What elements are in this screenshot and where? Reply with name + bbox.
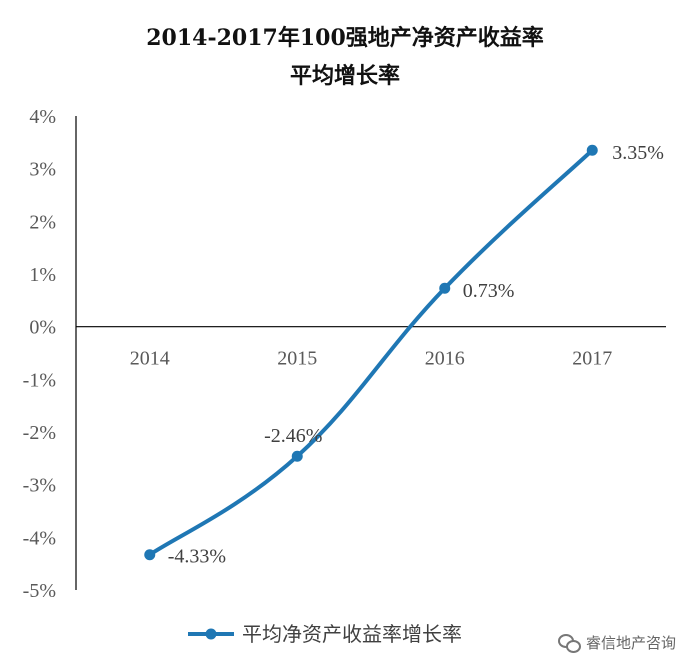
y-tick-label: 2% xyxy=(29,211,56,233)
data-point xyxy=(144,549,156,561)
y-tick-label: -3% xyxy=(23,475,56,497)
y-tick-label: -1% xyxy=(23,369,56,391)
y-tick-label: -5% xyxy=(23,580,56,602)
data-label: 0.73% xyxy=(463,280,515,302)
chart-subtitle: 平均增长率 xyxy=(289,63,400,89)
data-point xyxy=(586,144,598,156)
y-tick-label: 3% xyxy=(29,159,56,181)
data-label: -2.46% xyxy=(264,425,322,447)
wechat-icon xyxy=(557,633,581,653)
chart-title: 2014-2017年100强地产净资产收益率 xyxy=(146,25,544,51)
data-point xyxy=(291,450,303,462)
watermark: 睿信地产咨询 xyxy=(557,632,676,653)
y-tick-label: -2% xyxy=(23,422,56,444)
data-point xyxy=(439,282,451,294)
legend-label: 平均净资产收益率增长率 xyxy=(242,622,462,646)
series-line xyxy=(147,148,595,557)
legend-marker xyxy=(205,628,217,640)
y-tick-label: -4% xyxy=(23,527,56,549)
x-tick-label: 2015 xyxy=(277,348,317,370)
watermark-text: 睿信地产咨询 xyxy=(585,634,676,652)
data-label: 3.35% xyxy=(612,142,664,164)
x-tick-label: 2014 xyxy=(130,348,170,370)
y-tick-label: 0% xyxy=(29,317,56,339)
y-tick-label: 1% xyxy=(29,264,56,286)
data-label: -4.33% xyxy=(168,546,226,568)
x-tick-label: 2017 xyxy=(572,348,612,370)
y-tick-label: 4% xyxy=(29,106,56,128)
x-tick-label: 2016 xyxy=(425,348,465,370)
